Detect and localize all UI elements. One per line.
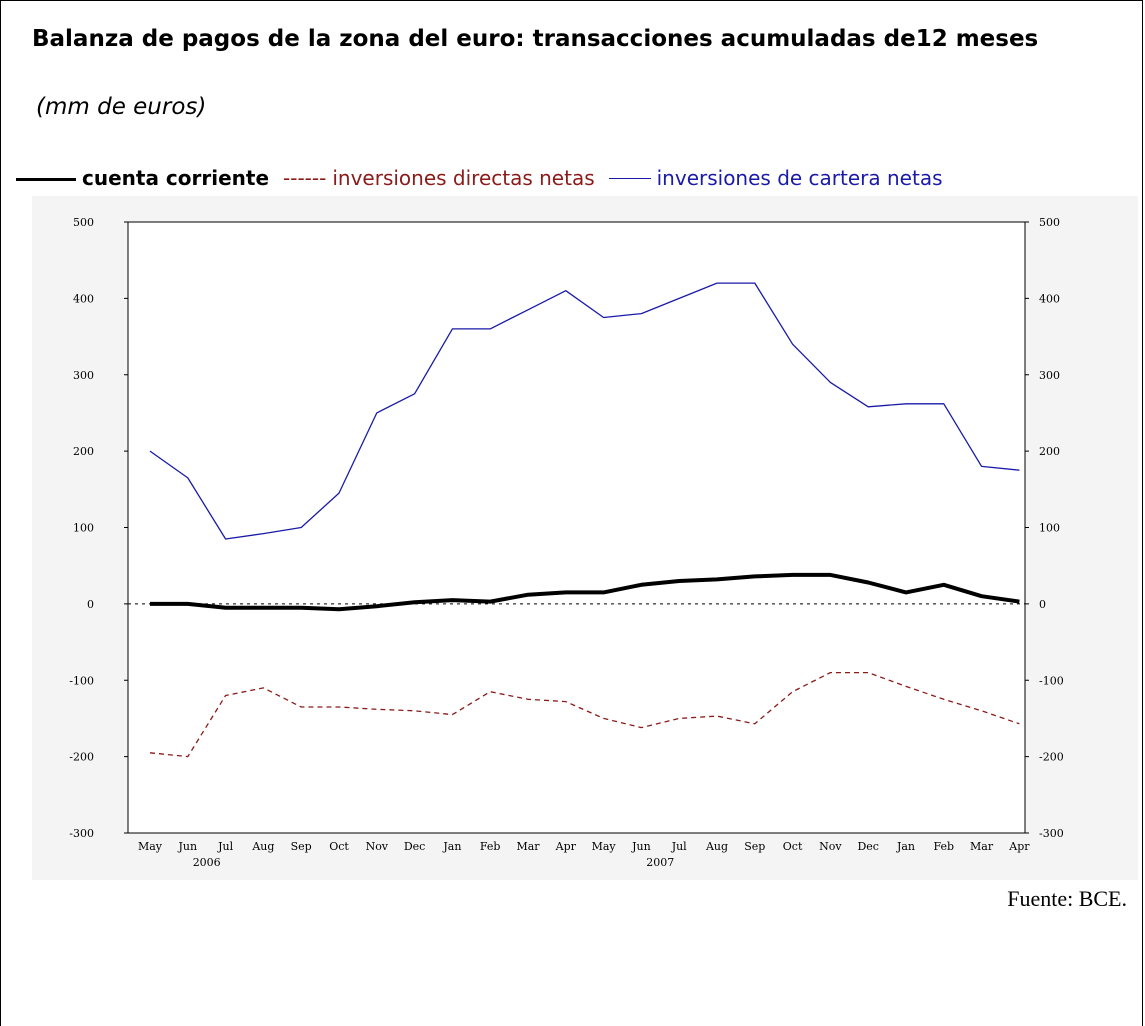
x-tick-label: May — [138, 840, 163, 853]
y-tick-label-right: 0 — [1039, 598, 1046, 611]
y-tick-label-right: 300 — [1039, 369, 1060, 382]
x-tick-label: Dec — [857, 840, 879, 853]
y-tick-label-right: 100 — [1039, 522, 1060, 535]
series-direct-investment — [149, 671, 1020, 758]
x-tick-label: Aug — [251, 840, 274, 853]
x-tick-label: Jun — [178, 840, 198, 853]
x-tick-label: Oct — [783, 840, 803, 853]
y-tick-label-left: 400 — [73, 292, 94, 305]
y-tick-label-left: -100 — [69, 674, 94, 687]
x-tick-label: Apr — [1008, 840, 1030, 853]
x-tick-label: Mar — [516, 840, 540, 853]
y-tick-label-right: 500 — [1039, 216, 1060, 229]
x-tick-label: Jul — [671, 840, 687, 853]
y-tick-label-left: 100 — [73, 522, 94, 535]
legend-label-current-account: cuenta corriente — [82, 166, 270, 190]
legend: cuenta corriente ------ inversiones dire… — [16, 164, 957, 192]
x-tick-label: Sep — [744, 840, 765, 853]
chart-title: Balanza de pagos de la zona del euro: tr… — [32, 26, 1039, 52]
x-year-label: 2007 — [646, 856, 674, 869]
x-tick-label: Feb — [480, 840, 501, 853]
y-tick-label-left: 0 — [87, 598, 94, 611]
x-tick-label: Oct — [329, 840, 349, 853]
y-tick-label-right: 200 — [1039, 445, 1060, 458]
plot-area — [127, 221, 1026, 834]
legend-swatch-direct-investment: ------ — [283, 166, 327, 190]
legend-label-portfolio-investment: inversiones de cartera netas — [656, 166, 943, 190]
x-tick-label: Nov — [366, 840, 389, 853]
x-tick-label: Jul — [217, 840, 233, 853]
y-tick-label-right: -100 — [1039, 674, 1064, 687]
y-tick-label-right: 400 — [1039, 292, 1060, 305]
legend-item-direct-investment: ------ inversiones directas netas — [283, 166, 595, 190]
x-tick-label: Nov — [819, 840, 842, 853]
x-tick-label: Jun — [631, 840, 651, 853]
legend-item-current-account: cuenta corriente — [16, 166, 269, 190]
x-tick-label: Aug — [705, 840, 728, 853]
legend-label-direct-investment: inversiones directas netas — [332, 166, 595, 190]
source-note: Fuente: BCE. — [1007, 886, 1127, 911]
series-current-account — [150, 572, 1020, 612]
legend-swatch-current-account — [16, 177, 76, 181]
legend-swatch-portfolio-investment — [608, 178, 651, 179]
x-tick-label: Sep — [291, 840, 312, 853]
y-tick-label-left: -300 — [69, 827, 94, 840]
x-tick-label: Mar — [970, 840, 994, 853]
x-tick-label: Apr — [555, 840, 577, 853]
x-tick-label: May — [592, 840, 617, 853]
x-year-label: 2006 — [193, 856, 221, 869]
y-tick-label-left: -200 — [69, 751, 94, 764]
y-tick-label-left: 200 — [73, 445, 94, 458]
y-tick-label-right: -200 — [1039, 751, 1064, 764]
y-tick-label-right: -300 — [1039, 827, 1064, 840]
legend-item-portfolio-investment: inversiones de cartera netas — [608, 166, 943, 190]
y-tick-label-left: 500 — [73, 216, 94, 229]
x-tick-label: Jan — [442, 840, 461, 853]
x-tick-label: Dec — [404, 840, 426, 853]
series-portfolio-investment — [149, 282, 1020, 540]
chart-subtitle: (mm de euros) — [36, 94, 207, 120]
x-tick-label: Feb — [934, 840, 955, 853]
x-tick-label: Jan — [896, 840, 915, 853]
y-tick-label-left: 300 — [73, 369, 94, 382]
